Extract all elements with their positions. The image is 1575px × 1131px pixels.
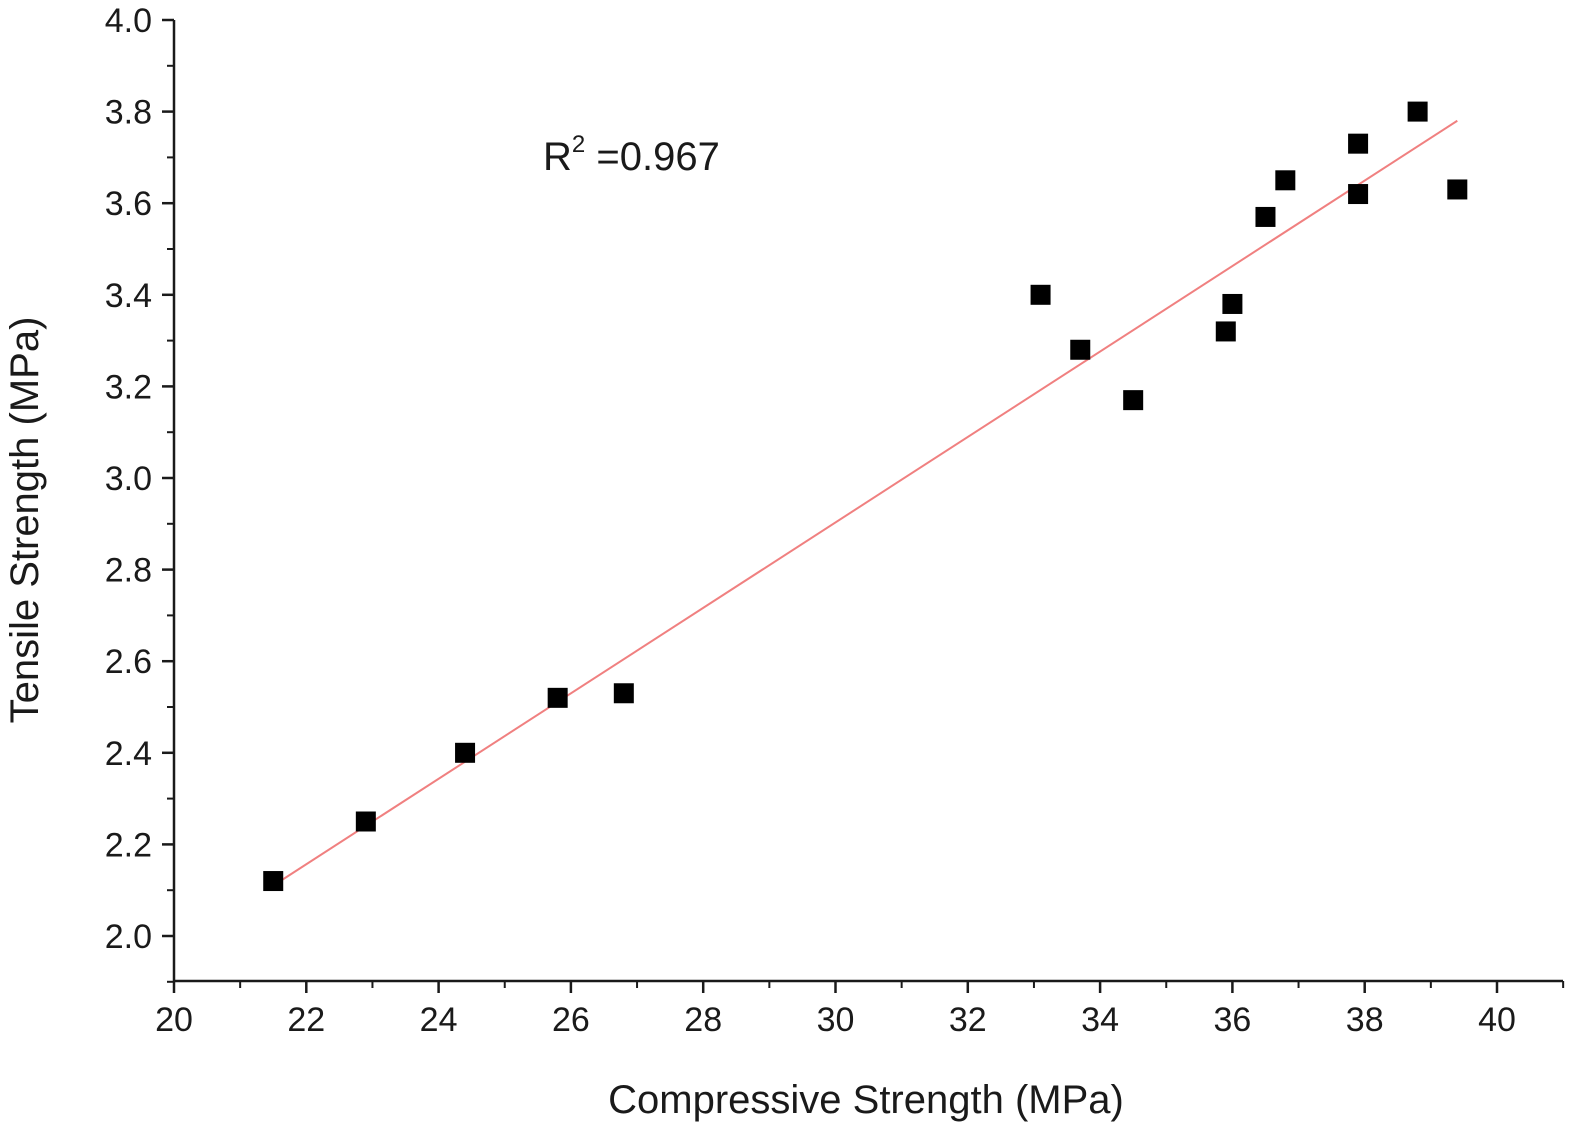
x-tick-label: 26: [552, 1001, 590, 1039]
data-point: [1070, 339, 1091, 360]
data-points: [263, 101, 1468, 892]
data-point: [613, 683, 634, 704]
y-tick-label: 2.2: [105, 826, 152, 864]
x-tick-label: 22: [287, 1001, 325, 1039]
x-tick-label: 20: [155, 1001, 193, 1039]
y-axis-title: Tensile Strength (MPa): [3, 317, 47, 724]
y-tick-label: 3.4: [105, 277, 152, 315]
y-tick-label: 2.4: [105, 735, 152, 773]
y-tick-label: 3.2: [105, 368, 152, 406]
data-point: [1222, 293, 1243, 314]
r-squared-base: R: [543, 135, 572, 179]
fit-line-group: [272, 119, 1458, 887]
data-point: [1348, 184, 1369, 205]
x-tick-label: 28: [684, 1001, 722, 1039]
y-tick-label: 3.0: [105, 460, 152, 498]
x-tick-label: 32: [949, 1001, 987, 1039]
data-point: [1215, 321, 1236, 342]
data-point: [547, 687, 568, 708]
x-tick-label: 24: [420, 1001, 458, 1039]
y-tick-label: 2.8: [105, 552, 152, 590]
x-tick-label: 34: [1081, 1001, 1119, 1039]
ticks: 20 22 24 26 28 30 32 34 36 38 40 2.0 2.2 2.4 2.6 2.8 3.0…: [105, 2, 1565, 1039]
x-axis-title: Compressive Strength (MPa): [608, 1078, 1124, 1122]
data-point: [455, 742, 476, 763]
data-point: [355, 811, 376, 832]
data-point: [1407, 101, 1428, 122]
r-squared-value: =0.967: [585, 135, 720, 179]
y-tick-label: 3.8: [105, 94, 152, 132]
y-tick-label: 4.0: [105, 2, 152, 40]
r-squared-annotation: R2 =0.967: [543, 131, 720, 179]
axes: [172, 20, 1563, 983]
x-tick-label: 36: [1213, 1001, 1251, 1039]
data-point: [263, 871, 284, 892]
data-point: [1030, 284, 1051, 305]
x-tick-label: 30: [817, 1001, 855, 1039]
x-tick-label: 40: [1478, 1001, 1516, 1039]
data-point: [1275, 170, 1296, 191]
data-point: [1348, 133, 1369, 154]
fit-line: [272, 119, 1458, 887]
data-point: [1123, 390, 1144, 411]
data-point: [1255, 206, 1276, 227]
x-tick-label: 38: [1346, 1001, 1384, 1039]
y-tick-label: 3.6: [105, 185, 152, 223]
y-tick-label: 2.6: [105, 643, 152, 681]
r-squared-superscript: 2: [572, 131, 585, 158]
y-tick-label: 2.0: [105, 918, 152, 956]
data-point: [1447, 179, 1468, 200]
